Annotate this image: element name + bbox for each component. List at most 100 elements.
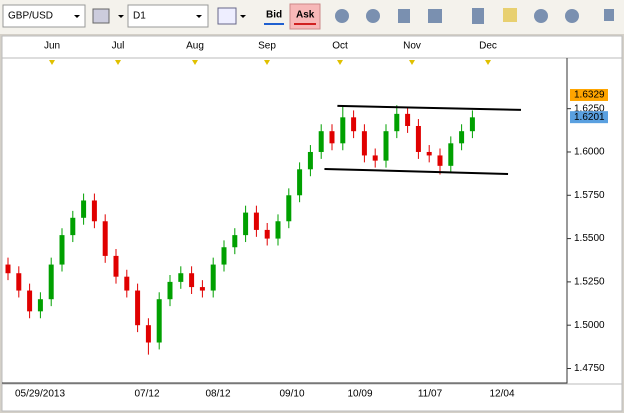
candle-body [70, 217, 76, 236]
candle-body [5, 264, 11, 274]
candle-body [91, 200, 97, 222]
candle-body [437, 155, 443, 166]
candle-body [264, 229, 270, 239]
month-label: Jul [112, 41, 125, 52]
candle-body [372, 155, 378, 161]
date-bar [1, 383, 623, 412]
trendline [337, 104, 522, 111]
dropdown-arrow [118, 15, 124, 18]
symbol: GBP/USD [8, 11, 53, 22]
candle-body [199, 287, 205, 291]
candle-body [221, 247, 227, 265]
symbol-select[interactable] [2, 4, 86, 28]
candle-body [383, 131, 389, 161]
candle-body [16, 273, 22, 291]
month-label: Dec [479, 41, 497, 52]
period-icon[interactable] [92, 8, 110, 24]
candle-body [361, 131, 367, 156]
candle-body [124, 276, 130, 291]
candle-body [253, 212, 259, 230]
month-marker [264, 60, 270, 65]
date-label: 07/12 [134, 389, 159, 400]
tool-icons [335, 8, 614, 24]
y-tick-label: 1.5750 [574, 190, 605, 201]
month-marker [115, 60, 121, 65]
candle-body [243, 212, 249, 236]
month-label: Nov [403, 41, 421, 52]
month-label: Oct [332, 41, 348, 52]
dropdown-arrow [74, 15, 80, 18]
chart-type-icon[interactable] [217, 7, 237, 25]
date-label: 11/07 [418, 389, 443, 400]
tool-icon[interactable] [534, 9, 548, 23]
candle-body [275, 221, 281, 239]
candle-body [286, 195, 292, 222]
date-label: 08/12 [205, 389, 230, 400]
candle-body [135, 290, 141, 326]
tool-icon[interactable] [604, 9, 614, 21]
tool-icon[interactable] [503, 8, 517, 22]
timeframe-select[interactable] [127, 4, 209, 28]
candle-body [232, 235, 238, 248]
month-marker [337, 60, 343, 65]
tool-icon[interactable] [366, 9, 380, 23]
tool-icon[interactable] [472, 8, 484, 24]
candle-body [156, 299, 162, 343]
tool-icon[interactable] [428, 9, 442, 23]
price-marker-label: 1.6201 [574, 112, 605, 123]
y-tick-label: 1.4750 [574, 363, 605, 374]
candle-body [81, 200, 87, 218]
month-marker [49, 60, 55, 65]
candle-body [415, 125, 421, 152]
tool-icon[interactable] [565, 9, 579, 23]
tool-icon[interactable] [398, 9, 410, 23]
month-marker [409, 60, 415, 65]
month-marker [485, 60, 491, 65]
candle-body [48, 264, 54, 300]
candle-body [59, 235, 65, 265]
bid-underline [264, 23, 284, 25]
date-label: 05/29/2013 [15, 389, 65, 400]
candle-body [318, 131, 324, 152]
y-tick-label: 1.5250 [574, 277, 605, 288]
candle-body [307, 151, 313, 170]
month-bar [1, 35, 623, 59]
date-label: 09/10 [279, 389, 304, 400]
candle-body [469, 117, 475, 132]
month-marker [192, 60, 198, 65]
ask-label: Ask [296, 10, 315, 21]
candle-body [459, 131, 465, 144]
candle-body [405, 113, 411, 126]
price-marker-label: 1.6329 [574, 90, 605, 101]
candle-body [210, 264, 216, 291]
ask-underline [294, 23, 316, 25]
candle-body [178, 273, 184, 282]
price-marker [570, 111, 608, 124]
candle-body [145, 325, 151, 343]
y-tick-label: 1.6000 [574, 147, 605, 158]
candle-body [351, 117, 357, 132]
date-label: 12/04 [489, 389, 514, 400]
candle-body [113, 255, 119, 277]
candle-body [426, 151, 432, 156]
candle-body [189, 273, 195, 288]
candle-body [297, 169, 303, 196]
timeframe: D1 [133, 11, 146, 22]
date-label: 10/09 [347, 389, 372, 400]
dropdown-arrow [240, 15, 246, 18]
candle-body [167, 281, 173, 300]
candle-body [37, 299, 43, 312]
price-marker [570, 88, 608, 101]
candle-body [329, 131, 335, 144]
bid-label: Bid [266, 10, 282, 21]
candle-body [102, 221, 108, 256]
candle-body [394, 113, 400, 132]
y-tick-label: 1.6250 [574, 103, 605, 114]
y-tick-label: 1.5000 [574, 320, 605, 331]
month-label: Aug [186, 41, 204, 52]
tool-icon[interactable] [335, 9, 349, 23]
dropdown-arrow [196, 15, 202, 18]
candle-body [448, 143, 454, 166]
candle-body [340, 117, 346, 144]
candle-body [27, 290, 33, 312]
